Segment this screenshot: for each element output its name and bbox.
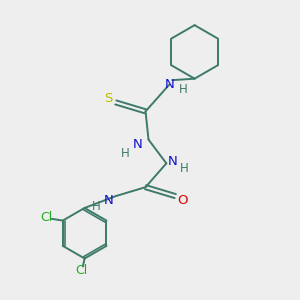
Text: H: H: [121, 147, 130, 160]
Text: O: O: [177, 194, 188, 207]
Text: H: H: [180, 162, 189, 175]
Text: N: N: [133, 138, 143, 151]
Text: H: H: [179, 82, 188, 96]
Text: S: S: [104, 92, 112, 105]
Text: N: N: [167, 155, 177, 168]
Text: Cl: Cl: [76, 265, 88, 278]
Text: H: H: [92, 200, 101, 213]
Text: Cl: Cl: [40, 211, 52, 224]
Text: N: N: [164, 78, 174, 91]
Text: N: N: [103, 194, 113, 207]
